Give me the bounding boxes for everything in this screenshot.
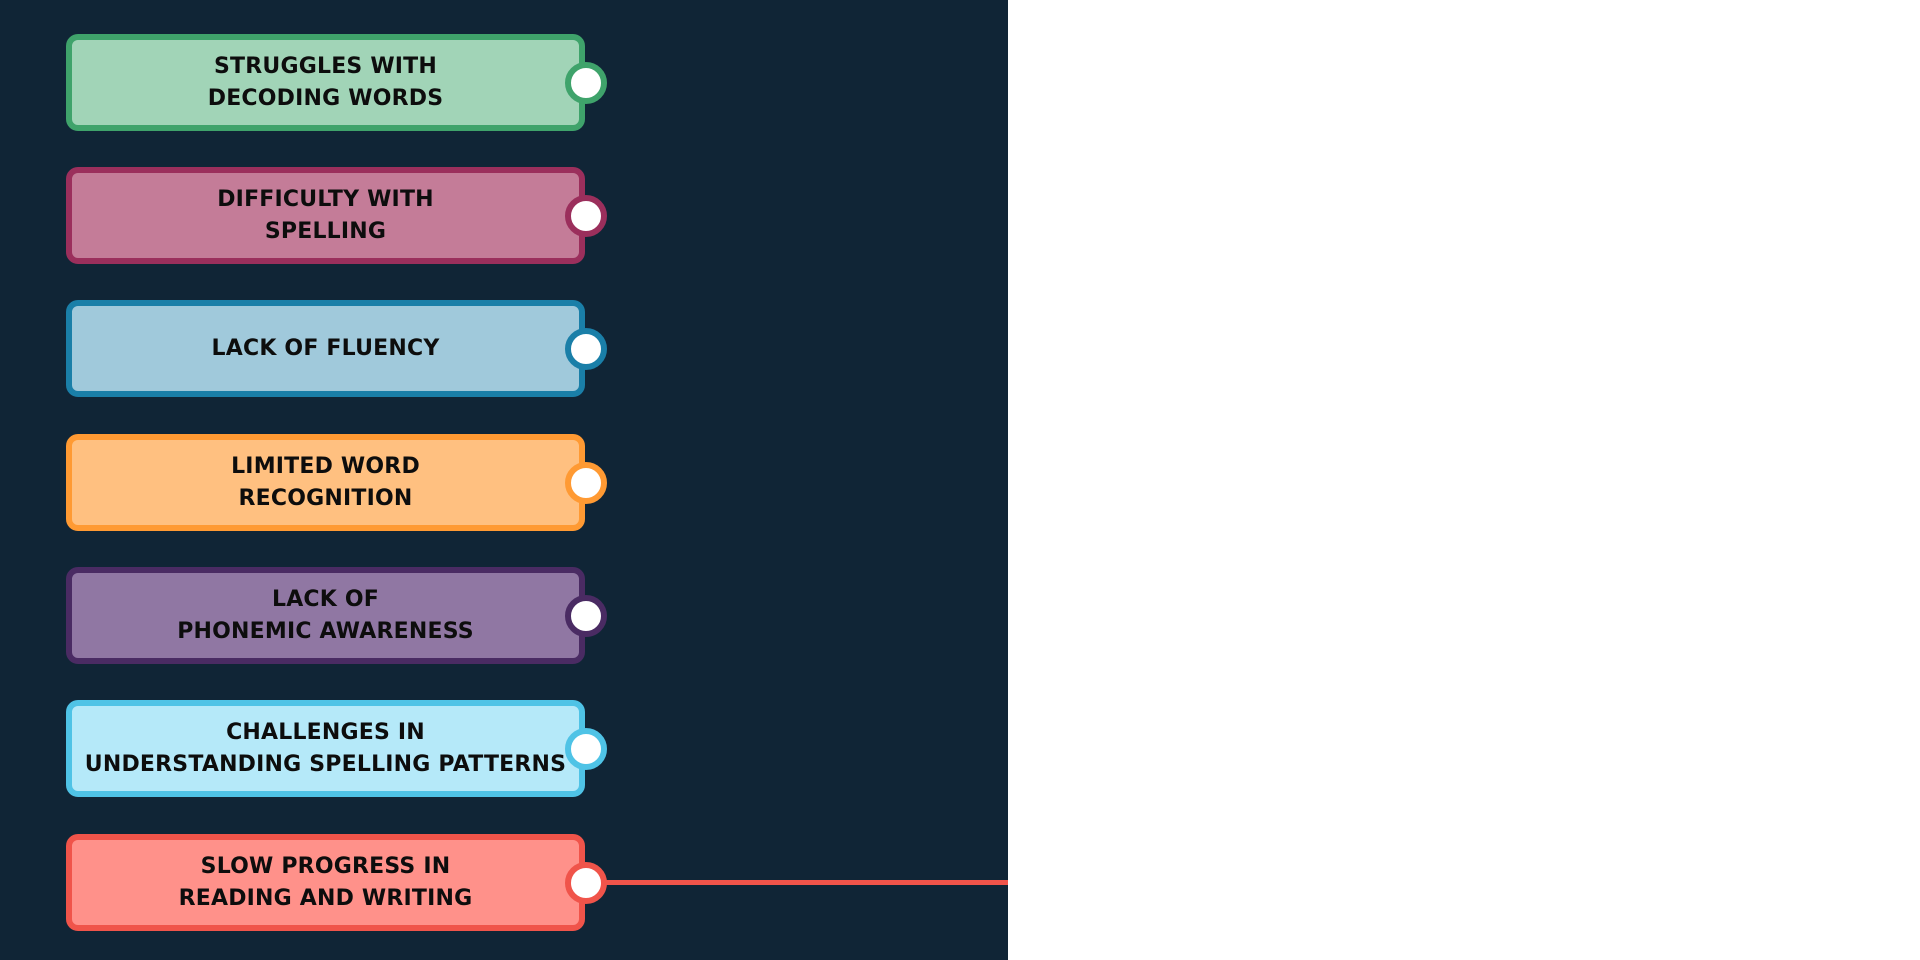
item-fluency: LACK OF FLUENCY bbox=[66, 300, 585, 397]
item-label: SLOW PROGRESS IN READING AND WRITING bbox=[178, 853, 473, 911]
item-label: DIFFICULTY WITH SPELLING bbox=[217, 186, 434, 244]
connector-fluency bbox=[565, 327, 607, 370]
item-spelling-patterns: CHALLENGES IN UNDERSTANDING SPELLING PAT… bbox=[66, 700, 585, 797]
item-label: LACK OF FLUENCY bbox=[211, 335, 440, 361]
item-slow-progress: SLOW PROGRESS IN READING AND WRITING bbox=[66, 834, 585, 931]
item-label: LIMITED WORD RECOGNITION bbox=[231, 453, 420, 511]
item-phonemic-awareness: LACK OF PHONEMIC AWARENESS bbox=[66, 567, 585, 664]
connector-decoding bbox=[565, 61, 607, 104]
item-word-recognition: LIMITED WORD RECOGNITION bbox=[66, 434, 585, 531]
item-label: LACK OF PHONEMIC AWARENESS bbox=[177, 586, 474, 644]
connector-word-recognition bbox=[565, 461, 607, 504]
item-spelling: DIFFICULTY WITH SPELLING bbox=[66, 167, 585, 264]
diagram-items: STRUGGLES WITH DECODING WORDS DIFFICULTY… bbox=[66, 34, 1008, 931]
connector-line-slow-progress bbox=[600, 880, 1008, 885]
connector-phonemic-awareness bbox=[565, 594, 607, 637]
connector-spelling bbox=[565, 194, 607, 237]
item-decoding: STRUGGLES WITH DECODING WORDS bbox=[66, 34, 585, 131]
connector-slow-progress bbox=[565, 861, 607, 904]
item-label: STRUGGLES WITH DECODING WORDS bbox=[207, 53, 444, 111]
item-label: CHALLENGES IN UNDERSTANDING SPELLING PAT… bbox=[84, 719, 567, 777]
connector-spelling-patterns bbox=[565, 727, 607, 770]
